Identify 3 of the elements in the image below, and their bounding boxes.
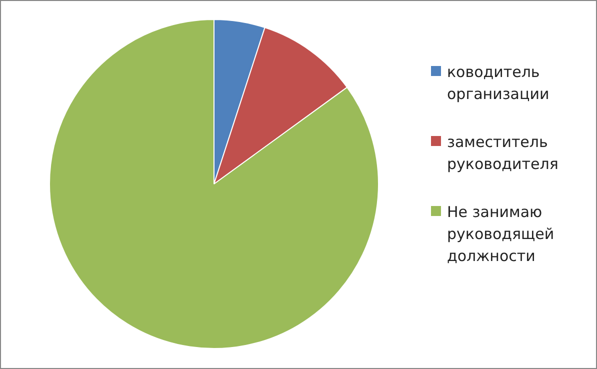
legend-label: Не занимаю руководящей должности	[447, 202, 556, 267]
legend-label: ководитель организации	[447, 62, 550, 105]
legend-label: заместитель руководителя	[447, 132, 560, 175]
